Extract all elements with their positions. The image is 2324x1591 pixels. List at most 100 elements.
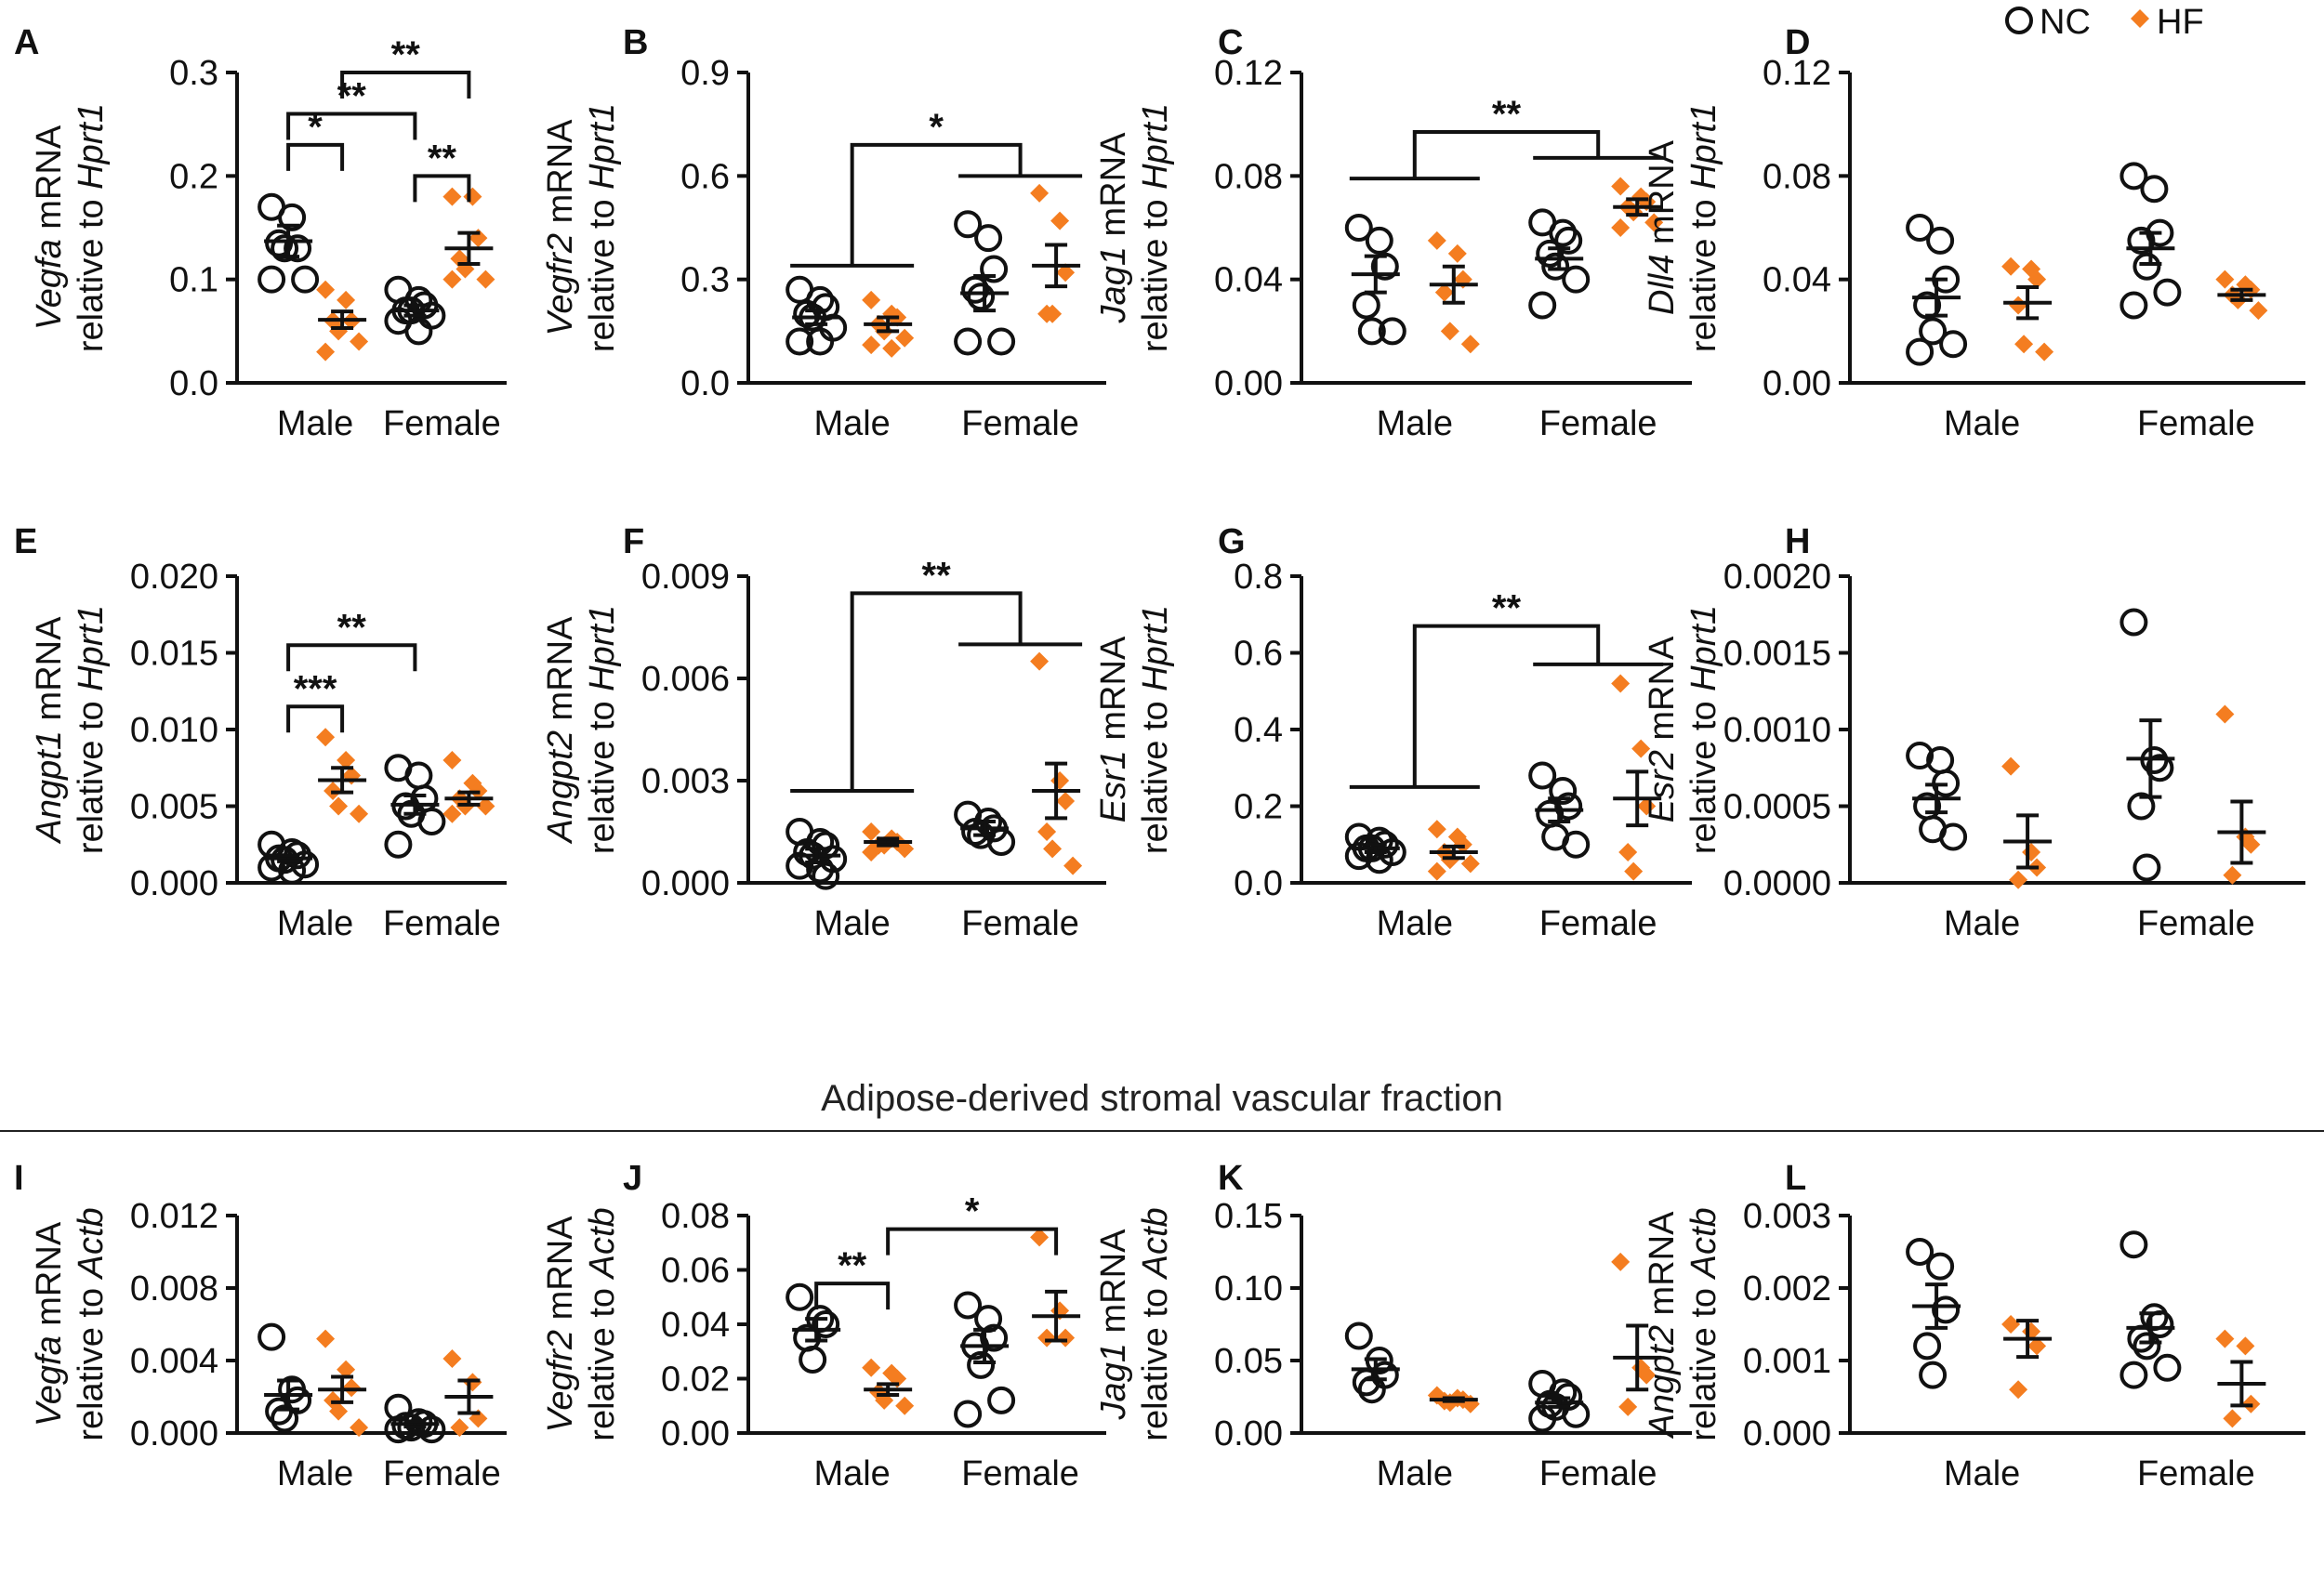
data-point-hf	[350, 1418, 369, 1438]
significance-label: **	[391, 34, 421, 75]
data-point-nc	[987, 1386, 1016, 1414]
y-tick-label: 0.06	[661, 1252, 730, 1291]
data-point-hf	[2241, 835, 2261, 854]
significance-bracket	[413, 174, 471, 203]
y-tick-label: 0.10	[1214, 1269, 1283, 1308]
data-point-hf	[2215, 270, 2235, 289]
x-tick-label: Female	[383, 1454, 501, 1493]
y-axis-label: Jag1 mRNA	[1094, 132, 1133, 324]
x-tick-label: Female	[1539, 904, 1657, 943]
y-tick-label: 0.0	[169, 364, 218, 403]
x-tick-label: Male	[1944, 904, 2020, 943]
x-tick-label: Female	[961, 904, 1079, 943]
y-axis-label-2-text: relative to	[1684, 691, 1723, 854]
panel-letter: C	[1218, 23, 1243, 62]
y-axis-label-gene: Angpt2	[1643, 1325, 1682, 1439]
y-axis-label-2: relative to Hprt1	[583, 605, 622, 854]
x-tick-label: Male	[1377, 404, 1453, 443]
y-axis-label-2-gene: Actb	[1136, 1207, 1175, 1280]
y-axis-label-2: relative to Hprt1	[1136, 103, 1175, 352]
legend-hf-marker	[2131, 9, 2149, 28]
y-tick-label: 0.9	[680, 54, 730, 93]
data-point-hf	[337, 1360, 356, 1379]
y-axis-label-suffix: mRNA	[541, 616, 580, 730]
panel-B: B 0.0 0.3 0.6 0.9 Male Female Vegfr2 mRNArelati…	[541, 23, 1106, 443]
y-axis-label-2: relative to Actb	[1136, 1207, 1175, 1440]
y-axis-label-suffix: mRNA	[1094, 636, 1133, 750]
y-axis-label: Vegfr2 mRNA	[541, 1216, 580, 1433]
panel-letter: I	[14, 1159, 24, 1198]
data-point-hf	[862, 843, 881, 861]
y-tick-label: 0.2	[169, 157, 218, 196]
data-point-nc	[1554, 226, 1583, 255]
y-tick-label: 0.0	[1234, 864, 1283, 903]
y-axis-label: Esr1 mRNA	[1094, 636, 1133, 822]
data-point-hf	[1618, 843, 1638, 861]
data-point-hf	[1043, 304, 1063, 323]
data-point-hf	[1644, 213, 1664, 232]
y-axis-label-2-text: relative to	[1136, 1278, 1175, 1440]
y-axis-label: Esr2 mRNA	[1643, 636, 1682, 822]
data-point-nc	[2146, 754, 2174, 782]
x-tick-label: Female	[383, 904, 501, 943]
y-axis-label-2-gene: Actb	[1684, 1207, 1723, 1280]
data-point-hf	[2027, 1336, 2047, 1356]
y-tick-label: 0.020	[130, 558, 218, 597]
legend-nc-marker	[2005, 7, 2033, 34]
y-tick-label: 0.002	[1743, 1269, 1831, 1308]
y-axis-label-suffix: mRNA	[541, 119, 580, 233]
data-point-hf	[1427, 820, 1446, 839]
y-axis-label-gene: Jag1	[1094, 246, 1133, 323]
y-axis-label-gene: Esr1	[1094, 750, 1133, 822]
data-point-hf	[2022, 843, 2041, 861]
data-point-hf	[2249, 301, 2268, 321]
data-point-nc	[1939, 822, 1968, 851]
significance-bracket	[850, 142, 1023, 266]
data-point-nc	[1541, 252, 1570, 281]
y-axis-label-gene: Jag1	[1094, 1343, 1133, 1420]
y-axis-label-2-text: relative to	[583, 190, 622, 352]
data-point-hf	[1030, 183, 1050, 203]
data-point-nc	[2127, 226, 2156, 255]
data-point-nc	[1344, 1321, 1373, 1350]
data-point-nc	[257, 1322, 286, 1351]
data-point-hf	[895, 1396, 915, 1415]
y-tick-label: 0.2	[1234, 788, 1283, 827]
y-axis-label-2-gene: Hprt1	[1684, 605, 1723, 691]
data-point-hf	[2035, 342, 2054, 362]
data-point-hf	[1624, 861, 1644, 881]
y-tick-label: 0.4	[1234, 711, 1283, 750]
significance-bracket	[340, 71, 471, 99]
data-point-hf	[1037, 1328, 1057, 1348]
y-axis-label-suffix: mRNA	[1094, 132, 1133, 246]
y-axis-label-suffix: mRNA	[541, 1216, 580, 1330]
data-point-nc	[1357, 317, 1386, 346]
x-tick-label: Male	[277, 1454, 353, 1493]
y-tick-label: 0.00	[1214, 1414, 1283, 1453]
data-point-hf	[862, 1358, 881, 1377]
x-tick-label: Female	[2137, 1454, 2255, 1493]
data-point-hf	[1056, 1328, 1076, 1348]
data-point-hf	[469, 229, 488, 248]
data-point-nc	[1939, 330, 1968, 359]
data-point-hf	[337, 290, 356, 309]
y-tick-label: 0.000	[130, 864, 218, 903]
y-axis-label-2: relative to Actb	[72, 1207, 111, 1440]
data-point-nc	[404, 317, 433, 346]
data-point-hf	[2027, 270, 2047, 289]
data-point-hf	[862, 290, 881, 309]
x-tick-label: Male	[1944, 1454, 2020, 1493]
data-point-nc	[1906, 337, 1934, 366]
y-axis-label-gene: Vegfa	[30, 239, 69, 330]
data-point-nc	[2119, 608, 2148, 637]
data-point-hf	[1618, 1397, 1638, 1416]
significance-bracket	[850, 591, 1023, 791]
data-point-nc	[1344, 842, 1373, 871]
y-tick-label: 0.6	[680, 157, 730, 196]
y-axis-label-2: relative to Hprt1	[583, 103, 622, 352]
y-axis-label-gene: Vegfa	[30, 1335, 69, 1427]
x-tick-label: Female	[383, 404, 501, 443]
y-axis-label-2-gene: Hprt1	[583, 605, 622, 691]
panel-D: D 0.00 0.04 0.08 0.12 Male Female Dll4 mRNA rela…	[1643, 23, 2305, 443]
data-point-hf	[476, 796, 495, 816]
